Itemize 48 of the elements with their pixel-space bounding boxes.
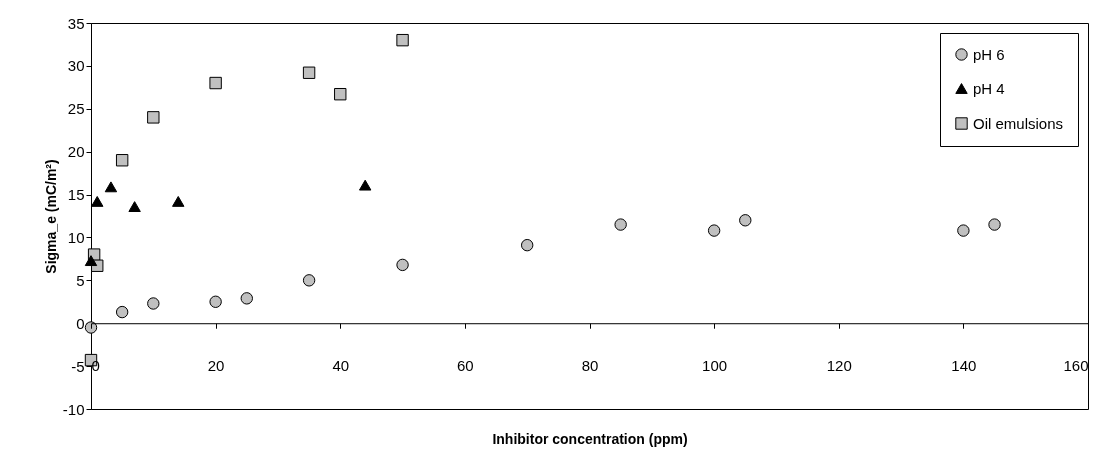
x-tick-label: 80	[581, 356, 599, 374]
x-tick-label: 20	[207, 356, 225, 374]
point	[209, 295, 222, 308]
point	[396, 258, 409, 272]
y-tick-label: 35	[67, 14, 85, 32]
y-axis-title: Sigma_e (mC/m²)	[42, 159, 59, 274]
x-tick-label: 60	[457, 356, 474, 374]
y-tick-label: -10	[62, 400, 85, 418]
point	[520, 238, 534, 252]
point	[84, 321, 98, 334]
y-tick-label: 5	[76, 271, 85, 289]
y-tick-label: 20	[67, 143, 85, 161]
x-tick-label: 40	[332, 356, 350, 374]
point	[739, 214, 752, 227]
legend-label: pH 4	[973, 79, 1005, 97]
point	[128, 201, 141, 212]
x-tick-label: 120	[826, 356, 852, 374]
point	[334, 87, 347, 101]
point	[957, 224, 970, 237]
point	[358, 179, 372, 191]
point	[91, 195, 104, 207]
point	[115, 154, 129, 167]
point	[115, 305, 129, 319]
point	[172, 195, 185, 207]
y-tick-label: 10	[67, 228, 85, 246]
y-tick-label: 25	[67, 100, 85, 118]
point	[240, 292, 253, 305]
y-tick-label: 30	[67, 57, 85, 75]
y-tick-label: 15	[67, 186, 85, 204]
x-axis-title: Inhibitor concentration (ppm)	[492, 430, 688, 447]
x-tick-label: 100	[702, 356, 728, 374]
point	[302, 274, 316, 287]
x-tick-label: 140	[951, 356, 977, 374]
point	[104, 181, 118, 193]
point	[84, 255, 98, 267]
point	[614, 218, 627, 231]
legend-label: Oil emulsions	[973, 114, 1064, 132]
y-tick-label: -5	[71, 357, 85, 375]
legend-label: pH 6	[973, 45, 1005, 63]
point	[707, 224, 721, 237]
x-tick-label: 160	[1063, 356, 1089, 374]
point	[302, 66, 316, 79]
point	[396, 33, 409, 47]
point	[209, 76, 222, 90]
point	[147, 297, 160, 310]
y-tick-label: 0	[76, 314, 85, 332]
point	[147, 111, 160, 124]
point	[988, 218, 1001, 231]
